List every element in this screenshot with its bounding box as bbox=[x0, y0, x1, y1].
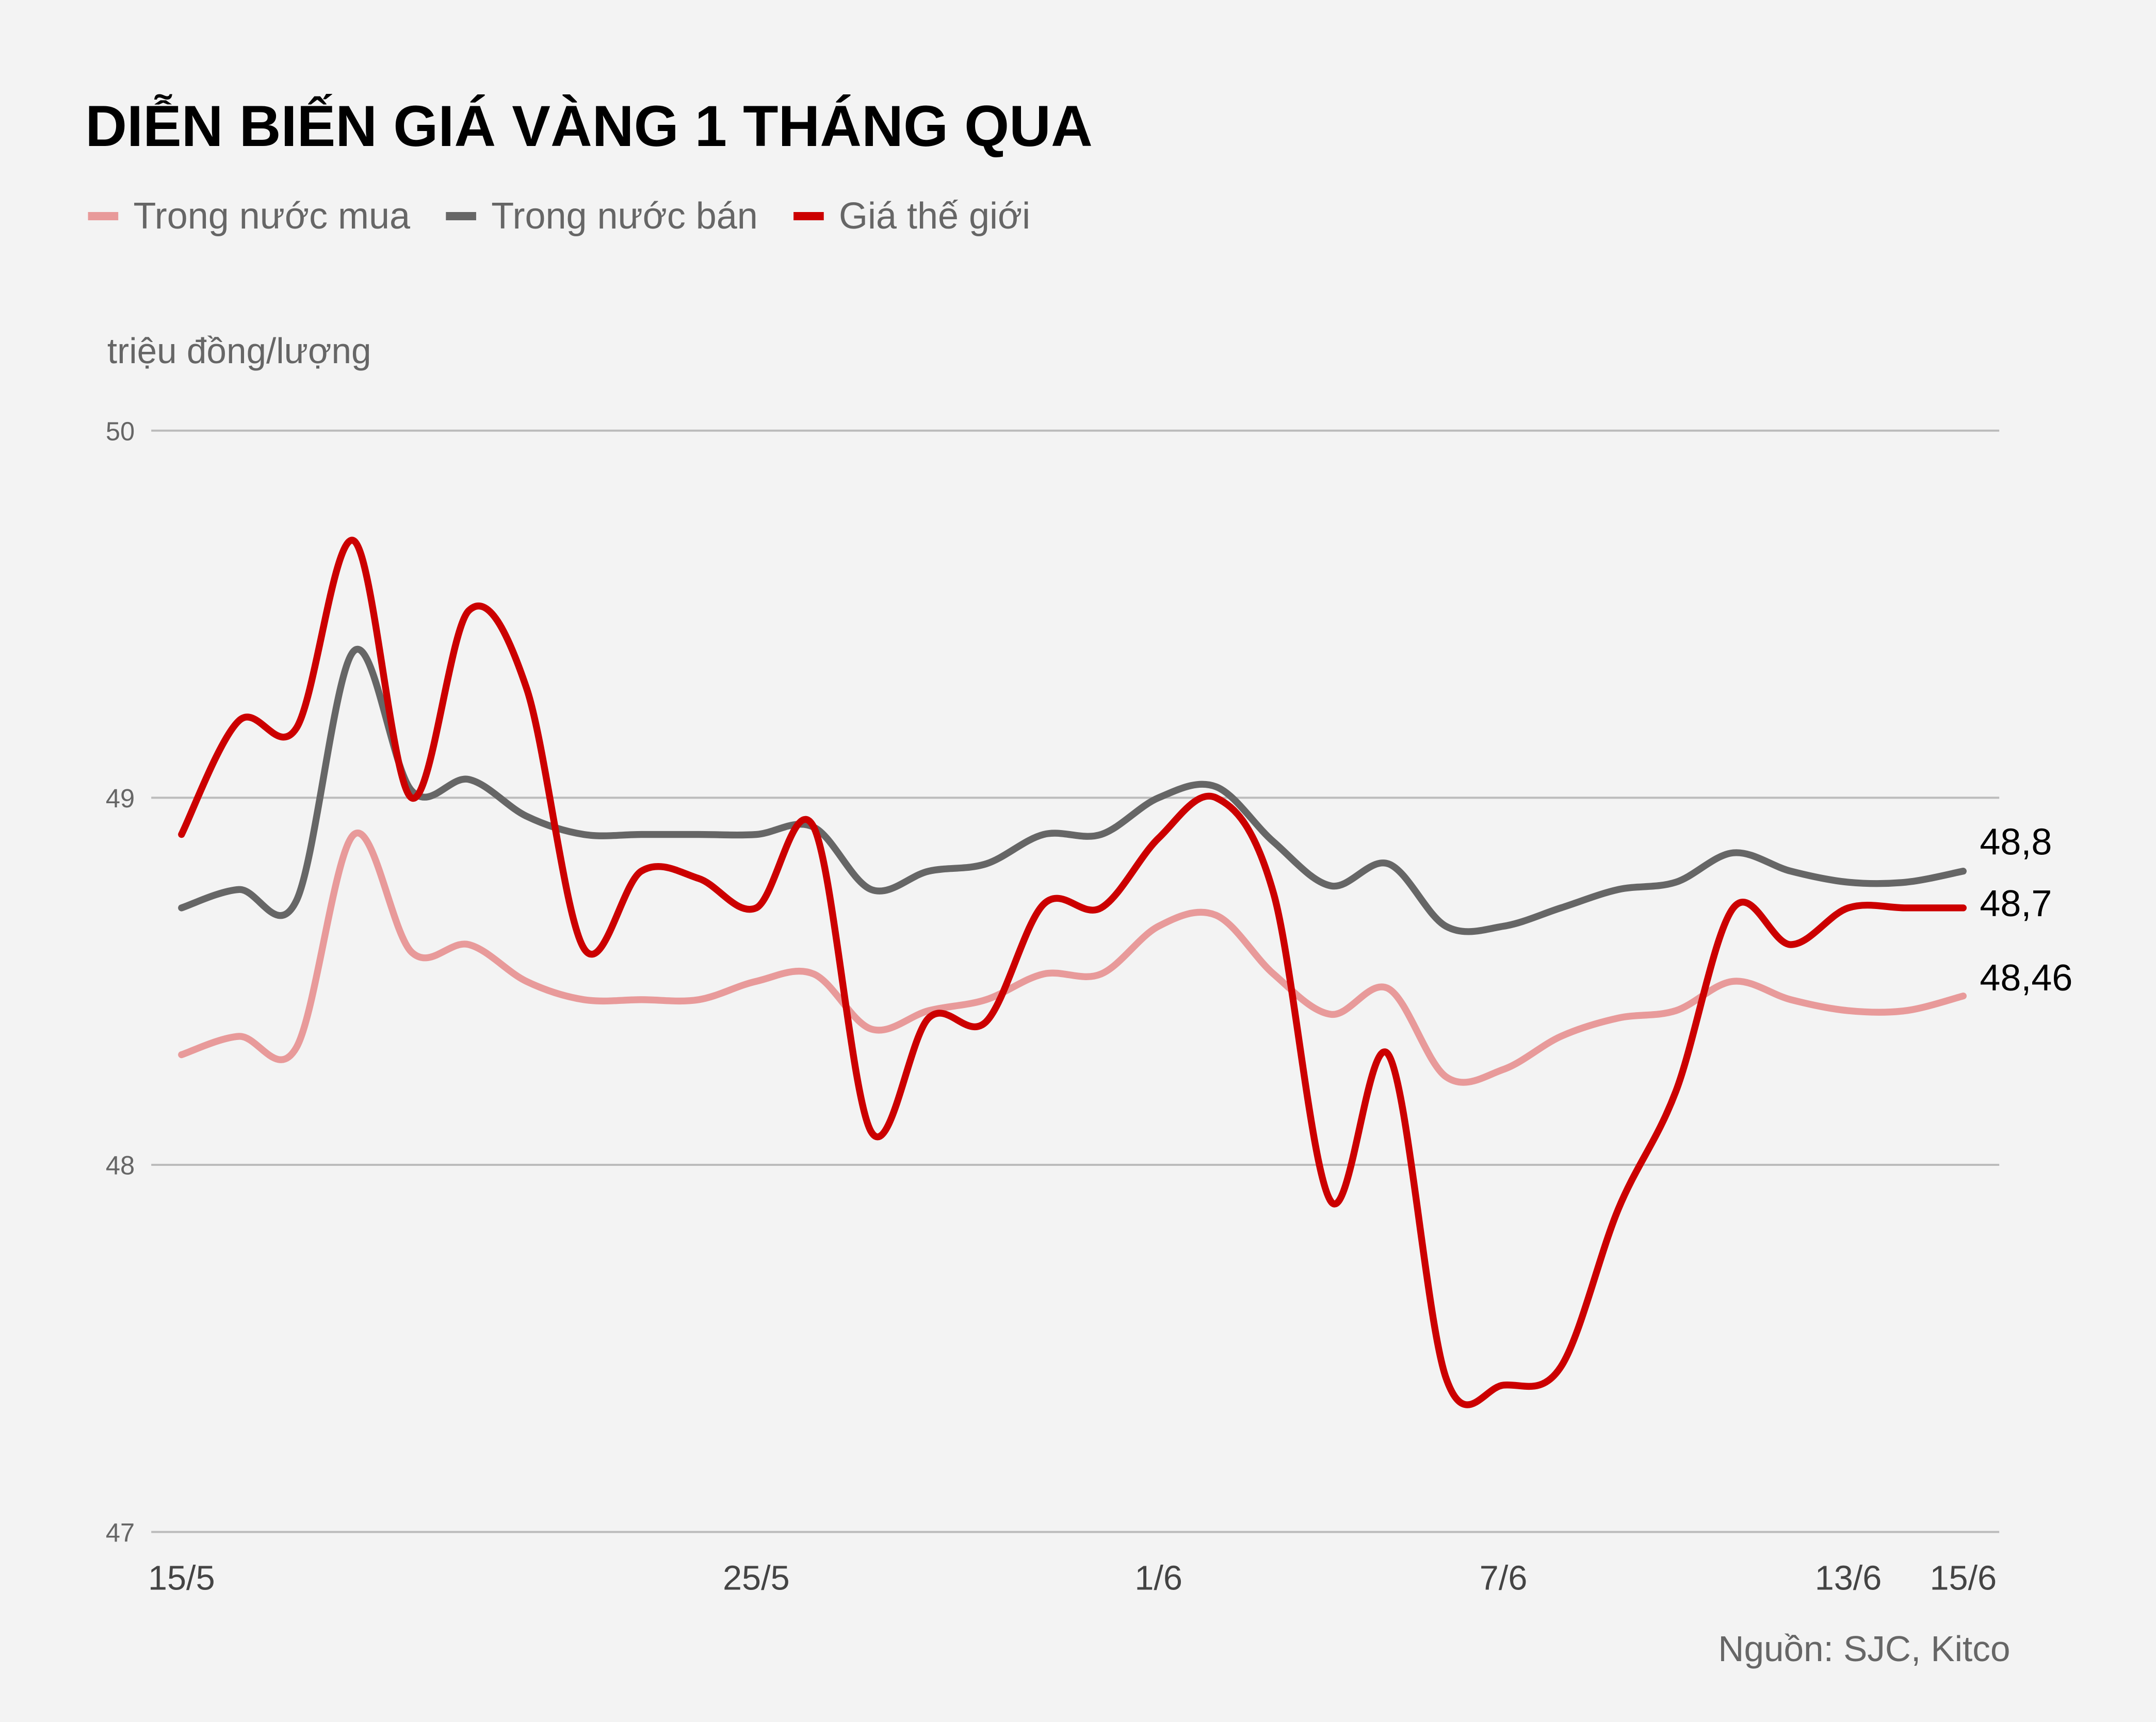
series-line bbox=[178, 830, 1967, 1086]
end-value-label: 48,8 bbox=[1980, 822, 2052, 863]
legend-label: Trong nước mua bbox=[134, 196, 411, 237]
legend-label: Trong nước bán bbox=[491, 196, 758, 237]
end-value-label: 48,46 bbox=[1980, 957, 2072, 999]
end-value-label: 48,7 bbox=[1980, 883, 2052, 924]
legend: Trong nước mua Trong nước bán Giá thế giới bbox=[88, 196, 1030, 237]
y-tick-label: 49 bbox=[106, 784, 135, 813]
x-tick-label: 1/6 bbox=[1134, 1559, 1182, 1598]
x-tick-label: 25/5 bbox=[723, 1559, 790, 1598]
x-tick-label: 13/6 bbox=[1815, 1559, 1882, 1598]
x-tick-label: 15/6 bbox=[1930, 1559, 1997, 1598]
chart-title: DIỄN BIẾN GIÁ VÀNG 1 THÁNG QUA bbox=[85, 94, 1093, 158]
source-note: Nguồn: SJC, Kitco bbox=[1718, 1629, 2010, 1669]
y-tick-label: 50 bbox=[106, 416, 135, 446]
legend-label: Giá thế giới bbox=[839, 196, 1030, 237]
series-lines: 48,46 48,8 48,7 bbox=[178, 537, 2072, 1408]
x-tick-label: 15/5 bbox=[148, 1559, 215, 1598]
x-tick-label: 7/6 bbox=[1480, 1559, 1528, 1598]
series-line bbox=[178, 537, 1967, 1408]
y-tick-label: 48 bbox=[106, 1151, 135, 1180]
grid: 47 48 49 50 bbox=[106, 416, 2000, 1547]
x-axis: 15/5 25/5 1/6 7/6 13/6 15/6 bbox=[148, 1559, 1997, 1598]
y-tick-label: 47 bbox=[106, 1518, 135, 1547]
y-axis-label: triệu đồng/lượng bbox=[107, 331, 371, 371]
